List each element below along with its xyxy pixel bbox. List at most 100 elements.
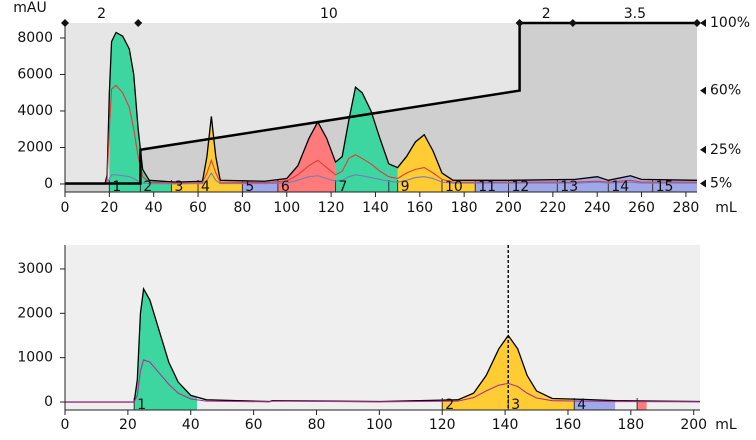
fraction-area	[442, 335, 509, 403]
fraction-area	[508, 335, 575, 403]
y2-tick	[700, 19, 706, 27]
y2-tick-label: 25%	[710, 142, 741, 158]
fraction-label: 3	[174, 179, 183, 195]
x-tick-label: 80	[233, 200, 251, 216]
fraction-label: 3	[511, 397, 520, 413]
x-tick-label: 80	[308, 417, 326, 433]
fraction-bar	[140, 183, 172, 192]
fraction-label: 1	[137, 397, 146, 413]
fraction-bar	[637, 402, 647, 410]
flow-marker	[134, 19, 143, 27]
y2-tick-label: 5%	[710, 176, 732, 192]
fraction-bar	[109, 183, 141, 192]
x-tick-label: 100	[366, 417, 393, 433]
y-tick-label: 4000	[17, 103, 53, 119]
x-tick-label: 20	[100, 200, 118, 216]
fraction-area	[335, 87, 389, 184]
fraction-label: 14	[611, 179, 629, 195]
fraction-bar	[475, 183, 509, 192]
fraction-bar	[198, 183, 243, 192]
x-tick-label: 40	[182, 417, 200, 433]
fraction-bar	[441, 183, 476, 192]
x-tick-label: 140	[362, 200, 389, 216]
x-tick-label: 0	[61, 417, 70, 433]
fraction-bar	[508, 402, 575, 410]
x-tick-label: 120	[429, 417, 456, 433]
fraction-bar	[652, 183, 697, 192]
flow-label: 2	[97, 6, 106, 22]
flow-label: 3.5	[624, 6, 646, 22]
gradient-area	[65, 23, 697, 192]
x-tick-label: 200	[680, 417, 707, 433]
fraction-bar	[335, 183, 389, 192]
flow-marker	[515, 19, 524, 27]
fraction-area	[140, 149, 172, 184]
x-tick-label: 260	[628, 200, 655, 216]
x-tick-label: 0	[61, 200, 70, 216]
y-axis-label: mAU	[13, 0, 46, 16]
fraction-label: 15	[656, 179, 674, 195]
y-tick-label: 2000	[17, 305, 53, 321]
x-tick-label: 100	[273, 200, 300, 216]
y-tick-label: 0	[44, 176, 53, 192]
fraction-label: 9	[401, 179, 410, 195]
x-tick-label: 60	[245, 417, 263, 433]
x-tick-label: 180	[617, 417, 644, 433]
fraction-bar	[574, 402, 616, 410]
fraction-label: 1	[112, 179, 121, 195]
fraction-label: 10	[445, 179, 463, 195]
x-tick-label: 40	[145, 200, 163, 216]
x-tick-label: 120	[318, 200, 345, 216]
x-axis-label: mL	[715, 200, 737, 216]
x-tick-label: 160	[406, 200, 433, 216]
y2-tick-label: 100%	[710, 15, 750, 31]
flow-marker	[568, 19, 577, 27]
fraction-label: 11	[478, 179, 496, 195]
fraction-bar	[171, 183, 199, 192]
x-tick-label: 220	[539, 200, 566, 216]
fraction-bar	[557, 183, 609, 192]
x-tick-label: 140	[492, 417, 519, 433]
x-tick-label: 60	[189, 200, 207, 216]
y2-tick-label: 60%	[710, 83, 741, 99]
trace-line	[65, 84, 697, 185]
fraction-bar	[242, 183, 278, 192]
fraction-bar	[608, 183, 653, 192]
flow-label: 2	[542, 6, 551, 22]
fraction-area	[134, 288, 198, 403]
y-tick-label: 0	[44, 394, 53, 410]
y-tick-label: 1000	[17, 350, 53, 366]
y2-tick	[700, 145, 706, 154]
fraction-bar	[277, 183, 336, 192]
flow-marker	[693, 19, 701, 27]
fraction-bar	[442, 402, 509, 410]
fraction-bar	[397, 183, 442, 192]
trace-line	[65, 171, 697, 185]
fraction-label: 2	[143, 179, 152, 195]
fraction-bar	[388, 183, 398, 192]
y-tick-label: 3000	[17, 261, 53, 277]
x-tick-label: 20	[119, 417, 137, 433]
fraction-label: 2	[445, 397, 454, 413]
x-tick-label: 160	[555, 417, 582, 433]
fraction-label: 6	[281, 179, 290, 195]
fraction-bar	[134, 402, 198, 410]
x-tick-label: 240	[584, 200, 611, 216]
gradient-line	[65, 21, 697, 185]
x-tick-label: 280	[673, 200, 700, 216]
y2-tick	[700, 179, 706, 188]
fraction-label: 12	[512, 179, 530, 195]
fraction-label: 4	[577, 397, 586, 413]
fraction-bar	[508, 183, 558, 192]
fraction-label: 5	[245, 179, 254, 195]
y-tick-label: 2000	[17, 139, 53, 155]
flow-label: 10	[320, 6, 338, 22]
y-tick-label: 8000	[17, 30, 53, 46]
fraction-label: 13	[560, 179, 578, 195]
flow-marker	[61, 19, 69, 27]
y2-tick	[700, 86, 706, 95]
x-tick-label: 200	[495, 200, 522, 216]
fraction-label: 4	[201, 179, 210, 195]
x-axis-label: mL	[715, 417, 737, 433]
